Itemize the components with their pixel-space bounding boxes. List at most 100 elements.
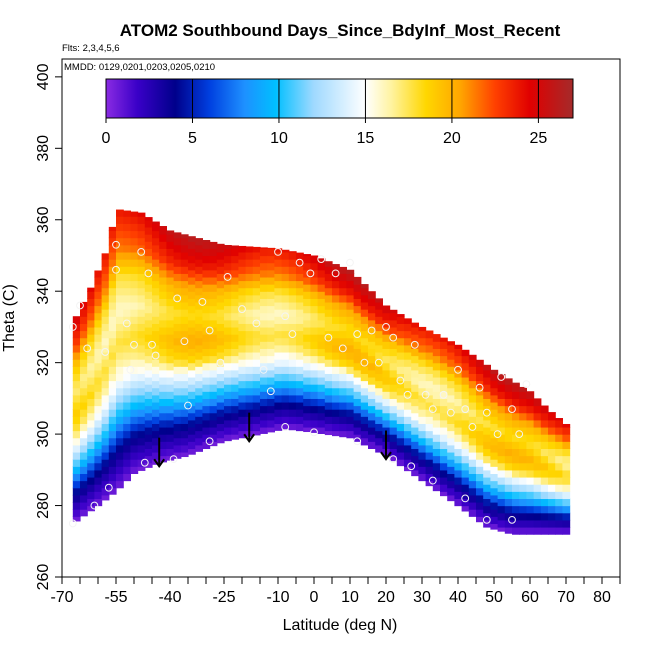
sample-point xyxy=(198,298,207,306)
heat-cell xyxy=(468,444,477,453)
heat-cell xyxy=(130,301,139,310)
arrow-head xyxy=(380,451,392,461)
heat-cell xyxy=(447,451,455,460)
heat-cell xyxy=(180,430,189,439)
heat-cell xyxy=(152,230,160,239)
down-arrow xyxy=(153,437,166,468)
heat-cell xyxy=(288,294,297,303)
heat-cell xyxy=(144,241,153,249)
heat-cell xyxy=(267,319,275,328)
heat-cell xyxy=(418,459,427,467)
heat-cell xyxy=(526,405,535,414)
heat-cell xyxy=(72,394,81,403)
heat-cell xyxy=(504,455,513,464)
heat-cell xyxy=(94,270,103,278)
heat-cell xyxy=(202,298,211,307)
heat-cell xyxy=(245,359,254,367)
heat-cell xyxy=(137,337,146,346)
heat-cell xyxy=(216,401,225,410)
heat-cell xyxy=(87,391,95,399)
heat-cell xyxy=(216,423,225,432)
heat-cell xyxy=(188,426,196,435)
heat-cell xyxy=(209,269,218,278)
heat-cell xyxy=(252,380,261,389)
sample-point xyxy=(180,337,189,346)
heat-cell xyxy=(144,376,153,385)
heat-cell xyxy=(152,316,160,324)
heat-cell xyxy=(303,291,311,299)
heat-cell xyxy=(483,455,491,464)
sample-point xyxy=(205,437,214,446)
colorbar: 0 5 10 15 20 25 xyxy=(102,78,574,147)
heat-cell xyxy=(173,337,182,346)
heat-cell xyxy=(461,505,470,512)
heat-cell xyxy=(281,401,290,410)
heat-cell xyxy=(173,287,182,296)
heat-cell xyxy=(332,287,340,296)
heat-cell xyxy=(324,323,333,332)
heat-cell xyxy=(396,316,405,324)
heat-cell xyxy=(202,398,211,407)
heat-cell xyxy=(116,216,124,224)
heat-cell xyxy=(504,505,513,514)
heat-cell xyxy=(476,473,484,482)
heat-cell xyxy=(274,309,283,317)
heat-cell xyxy=(274,373,283,382)
heat-cell xyxy=(389,341,398,349)
heat-cell xyxy=(130,316,139,324)
heat-cell xyxy=(447,341,455,346)
heat-cell xyxy=(267,334,275,342)
heat-cell xyxy=(389,376,398,385)
heat-cell xyxy=(72,480,81,489)
heat-cell xyxy=(519,526,527,535)
heat-cell xyxy=(180,451,189,458)
heat-cell xyxy=(195,251,203,260)
heat-cell xyxy=(310,298,319,307)
heat-cell xyxy=(519,491,527,500)
heat-cell xyxy=(324,359,333,367)
heat-cell xyxy=(123,401,131,410)
heat-cell xyxy=(396,444,405,453)
heat-cell xyxy=(562,448,571,457)
heat-cell xyxy=(130,366,139,374)
heat-cell xyxy=(144,219,153,228)
heat-cell xyxy=(497,398,506,407)
heat-cell xyxy=(188,284,196,292)
heat-cell xyxy=(346,416,355,424)
heat-cell xyxy=(260,262,268,271)
heat-cell xyxy=(418,466,427,474)
heat-cell xyxy=(440,469,448,478)
heat-cell xyxy=(317,426,326,434)
sample-point xyxy=(122,319,131,328)
heat-cell xyxy=(108,323,117,332)
heat-cell xyxy=(461,391,470,399)
heat-cell xyxy=(166,326,175,335)
heat-cell xyxy=(231,376,239,385)
heat-cell xyxy=(209,434,218,442)
heat-cell xyxy=(504,462,513,471)
heat-cell xyxy=(144,298,153,307)
heat-cell xyxy=(173,344,182,353)
heat-cell xyxy=(173,266,182,274)
heat-cell xyxy=(80,323,88,332)
heat-cell xyxy=(159,312,167,321)
heat-cell xyxy=(202,369,211,378)
heat-cell xyxy=(303,305,311,314)
heat-cell xyxy=(123,344,131,353)
heat-cell xyxy=(497,526,506,532)
heat-cell xyxy=(130,259,139,267)
heat-cell xyxy=(166,312,175,321)
heat-cell xyxy=(526,512,535,521)
heat-cell xyxy=(310,376,319,385)
heat-cell xyxy=(252,430,261,436)
heat-cell xyxy=(180,416,189,424)
heat-cell xyxy=(555,441,563,449)
heat-cell xyxy=(490,523,499,530)
heat-cell xyxy=(389,326,398,335)
heat-cell xyxy=(317,262,326,271)
heat-cell xyxy=(555,455,563,464)
heat-cell xyxy=(317,284,326,292)
heat-cell xyxy=(368,319,376,328)
heat-cell xyxy=(152,430,160,439)
heat-cell xyxy=(166,434,175,442)
